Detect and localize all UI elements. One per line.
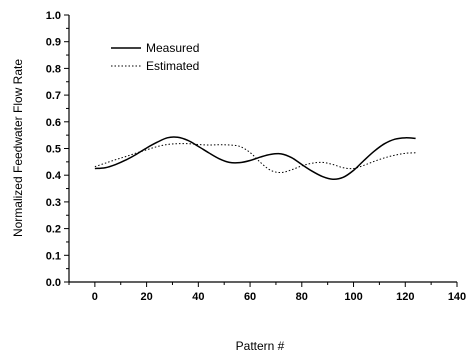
x-tick-label: 80 xyxy=(296,291,308,303)
y-tick-label: 0.7 xyxy=(46,90,61,102)
legend-estimated-label: Estimated xyxy=(146,59,199,73)
x-tick-label: 20 xyxy=(140,291,152,303)
y-axis-label: Normalized Feedwater Flow Rate xyxy=(11,59,25,237)
x-tick-label: 140 xyxy=(448,291,466,303)
y-tick-label: 1.0 xyxy=(46,10,61,22)
y-tick-label: 0.6 xyxy=(46,117,61,129)
y-tick-label: 0.0 xyxy=(46,277,61,289)
series-line-measured xyxy=(94,136,416,180)
legend-measured-label: Measured xyxy=(146,41,199,55)
ticks: 0.0 0.1 0.2 0.3 0.4 0.5 0.6 0.7 0.8 0.9 1.0 0 20 40 60… xyxy=(46,10,466,303)
y-tick-label: 0.8 xyxy=(46,63,61,75)
legend: Measured Estimated xyxy=(111,41,199,73)
x-axis-label: Pattern # xyxy=(236,339,285,353)
y-tick-label: 0.1 xyxy=(46,250,61,262)
y-tick-label: 0.3 xyxy=(46,197,61,209)
x-tick-label: 100 xyxy=(344,291,362,303)
x-tick-label: 0 xyxy=(92,291,98,303)
series-layer xyxy=(94,136,416,180)
y-tick-label: 0.2 xyxy=(46,224,61,236)
x-tick-label: 120 xyxy=(396,291,414,303)
x-tick-label: 60 xyxy=(244,291,256,303)
y-tick-label: 0.5 xyxy=(46,144,61,156)
y-tick-label: 0.9 xyxy=(46,37,61,49)
axes xyxy=(68,15,457,283)
y-tick-label: 0.4 xyxy=(46,170,62,182)
x-tick-label: 40 xyxy=(192,291,204,303)
